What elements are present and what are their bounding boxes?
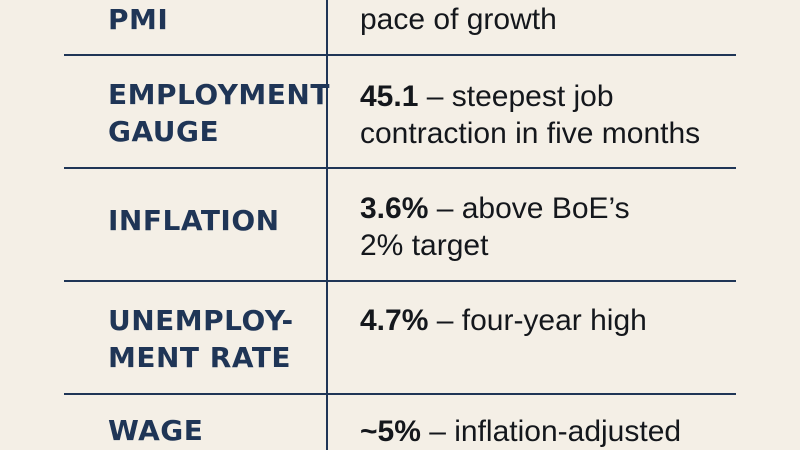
- row-label: UNEMPLOY- MENT RATE: [108, 302, 323, 376]
- row-value-line: ~5% – inflation-adjusted: [360, 413, 780, 450]
- row-value: 4.7% – four-year high: [360, 302, 780, 339]
- row-value: pace of growth: [360, 1, 780, 38]
- row-label-line: MENT RATE: [108, 341, 292, 374]
- row-value-line: 2% target: [360, 229, 489, 262]
- row-value-line: 45.1 – steepest job: [360, 78, 780, 115]
- row-value-text: – four-year high: [428, 304, 647, 337]
- row-value-text: – inflation-adjusted: [420, 415, 682, 448]
- row-value-number: 4.7%: [360, 304, 429, 337]
- row-label: WAGE: [108, 412, 323, 449]
- row-label-line: WAGE: [108, 414, 204, 447]
- row-value: 3.6% – above BoE’s 2% target: [360, 190, 780, 264]
- row-divider: [64, 54, 736, 56]
- row-label-line: UNEMPLOY-: [108, 304, 294, 337]
- row-value-line: pace of growth: [360, 1, 780, 38]
- row-label: INFLATION: [108, 202, 323, 239]
- row-label: EMPLOYMENT GAUGE: [108, 76, 330, 150]
- row-value-text: – steepest job: [418, 80, 614, 113]
- row-value-text: pace of growth: [360, 3, 557, 36]
- column-divider: [326, 0, 328, 450]
- row-value: 45.1 – steepest job contraction in five …: [360, 78, 780, 152]
- row-divider: [64, 280, 736, 282]
- row-value-number: 3.6%: [360, 192, 429, 225]
- row-label-line: EMPLOYMENT: [108, 78, 330, 111]
- row-divider: [64, 393, 736, 395]
- row-value-line: 4.7% – four-year high: [360, 302, 780, 339]
- row-value-number: 45.1: [360, 80, 419, 113]
- row-value-number: ~5%: [360, 415, 421, 448]
- row-value-line: 3.6% – above BoE’s: [360, 190, 780, 227]
- row-label-line: INFLATION: [108, 204, 280, 237]
- row-label-line: PMI: [108, 3, 169, 36]
- row-value-line: contraction in five months: [360, 117, 701, 150]
- row-value-text: – above BoE’s: [428, 192, 630, 225]
- row-label-line: GAUGE: [108, 115, 220, 148]
- row-value: ~5% – inflation-adjusted: [360, 413, 780, 450]
- row-label: PMI: [108, 1, 323, 38]
- row-divider: [64, 167, 736, 169]
